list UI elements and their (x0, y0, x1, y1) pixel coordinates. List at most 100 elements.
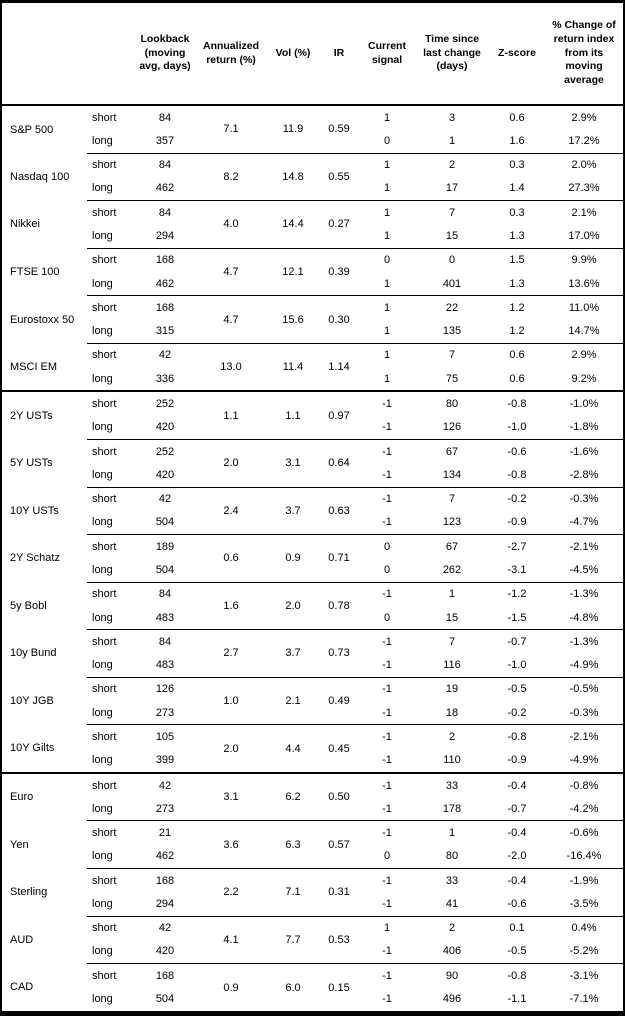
lookback-cell: 504 (135, 558, 195, 583)
annualized-return-cell: 2.2 (195, 868, 267, 917)
z-score-cell: -0.2 (507, 493, 527, 506)
asset-name-cell: Sterling (10, 886, 48, 899)
ir-cell: 0.31 (319, 868, 359, 917)
position-cell: long (87, 176, 135, 202)
annualized-return-cell: 1.0 (195, 677, 267, 726)
lookback-cell: 399 (135, 748, 195, 774)
asset-name-cell: FTSE 100 (10, 265, 60, 278)
table-row: long 315 1 135 1.2 14.7% (2, 319, 623, 344)
lookback-cell: 84 (158, 111, 172, 124)
position-cell: short (92, 779, 117, 792)
pct-change-cell: 27.3% (545, 176, 623, 202)
lookback-cell: 252 (155, 398, 175, 411)
pct-change-cell: 17.2% (545, 129, 623, 154)
signal-cell: 1 (359, 367, 415, 393)
lookback-cell: 315 (135, 319, 195, 344)
table-row: FTSE 100 short 168 4.7 12.1 0.39 0 0 1.5 9.9% (2, 248, 623, 297)
position-cell: long (87, 605, 135, 631)
ir-cell: 0.78 (319, 582, 359, 631)
pct-change-cell: -1.9% (569, 874, 599, 887)
table-body: S&P 500 short 84 7.1 11.9 0.59 1 3 0.6 2.9% long 35… (2, 105, 623, 1011)
pct-change-cell: -0.8% (569, 779, 599, 792)
signal-cell: 0 (359, 844, 415, 869)
ir-cell: 0.97 (319, 391, 359, 440)
ir-cell: 0.63 (319, 487, 359, 536)
time-since-cell: 7 (448, 349, 456, 362)
z-score-cell: -1.0 (489, 415, 545, 440)
signal-cell: -1 (382, 683, 392, 696)
time-since-cell: 7 (448, 635, 456, 648)
vol-cell: 6.2 (267, 772, 319, 822)
time-since-cell: 17 (415, 176, 489, 202)
vol-cell: 0.9 (267, 534, 319, 583)
lookback-cell: 168 (155, 969, 175, 982)
time-since-cell: 80 (445, 398, 459, 411)
signal-cell: -1 (382, 993, 392, 1006)
table-row: S&P 500 short 84 7.1 11.9 0.59 1 3 0.6 2.9% (2, 105, 623, 154)
pct-change-cell: -4.2% (545, 797, 623, 822)
position-cell: long (87, 748, 135, 774)
position-cell: short (92, 874, 117, 887)
pct-change-cell: -0.5% (569, 683, 599, 696)
ir-cell: 0.49 (319, 677, 359, 726)
ir-cell: 1.14 (319, 343, 359, 393)
annualized-return-cell: 4.1 (195, 916, 267, 965)
z-score-cell: -0.8 (507, 969, 527, 982)
annualized-return-cell: 0.9 (223, 981, 239, 994)
pct-change-cell: 0.4% (571, 922, 597, 935)
signal-cell: -1 (382, 398, 392, 411)
position-cell: short (92, 635, 117, 648)
table-row: 5Y USTs short 252 2.0 3.1 0.64 -1 67 -0.6 -1.6% (2, 439, 623, 488)
pct-change-cell: -1.3% (569, 635, 599, 648)
empty-header-cell (2, 3, 135, 106)
lookback-cell: 21 (158, 827, 172, 840)
signal-cell: 1 (359, 176, 415, 202)
ir-cell: 0.30 (319, 295, 359, 344)
pct-change-cell: -2.8% (545, 463, 623, 488)
lookback-cell: 357 (135, 129, 195, 154)
position-cell: long (87, 224, 135, 249)
position-cell: short (92, 540, 117, 553)
z-score-cell: -2.7 (507, 540, 527, 553)
z-score-cell: -0.8 (507, 730, 527, 743)
asset-name-cell: 10Y USTs (10, 504, 59, 517)
annualized-return-cell: 1.1 (195, 391, 267, 440)
signal-cell: -1 (359, 892, 415, 917)
signal-cell: -1 (382, 969, 392, 982)
lookback-cell: 273 (135, 797, 195, 822)
z-score-cell: -0.9 (489, 748, 545, 774)
annualized-return-cell: 4.0 (195, 200, 267, 249)
signal-cell: 1 (383, 159, 391, 172)
z-score-cell: -0.4 (507, 874, 527, 887)
time-since-cell: 90 (445, 969, 459, 982)
asset-name-cell: MSCI EM (2, 343, 87, 393)
position-cell: short (92, 493, 117, 506)
time-since-cell: 1 (448, 588, 456, 601)
vol-cell: 12.1 (267, 248, 319, 297)
table-row: 2Y USTs short 252 1.1 1.1 0.97 -1 80 -0.8 -1.0% (2, 391, 623, 440)
z-score-cell: -3.1 (489, 558, 545, 583)
position-cell: long (87, 844, 135, 869)
column-header-ir: IR (319, 3, 359, 106)
table-row: long 504 -1 496 -1.1 -7.1% (2, 987, 623, 1011)
position-cell: long (87, 129, 135, 154)
lookback-cell: 462 (135, 844, 195, 869)
ir-cell: 0.73 (319, 629, 359, 678)
signal-cell: -1 (359, 463, 415, 488)
z-score-cell: 1.2 (509, 301, 525, 314)
vol-cell: 6.0 (285, 981, 301, 994)
ir-cell: 0.15 (328, 981, 350, 994)
lookback-cell: 420 (135, 415, 195, 440)
signal-cell: -1 (382, 445, 392, 458)
time-since-cell: 3 (448, 111, 456, 124)
time-since-cell: 1 (448, 827, 456, 840)
position-cell: short (92, 588, 117, 601)
position-cell: short (92, 730, 117, 743)
signal-cell: -1 (359, 653, 415, 678)
signal-cell: -1 (359, 415, 415, 440)
annualized-return-cell: 3.1 (195, 772, 267, 822)
table-row: long 336 1 75 0.6 9.2% (2, 367, 623, 393)
annualized-return-cell: 4.7 (195, 295, 267, 344)
column-header-lookback: Lookback (moving avg, days) (135, 3, 195, 106)
lookback-cell: 42 (158, 922, 172, 935)
